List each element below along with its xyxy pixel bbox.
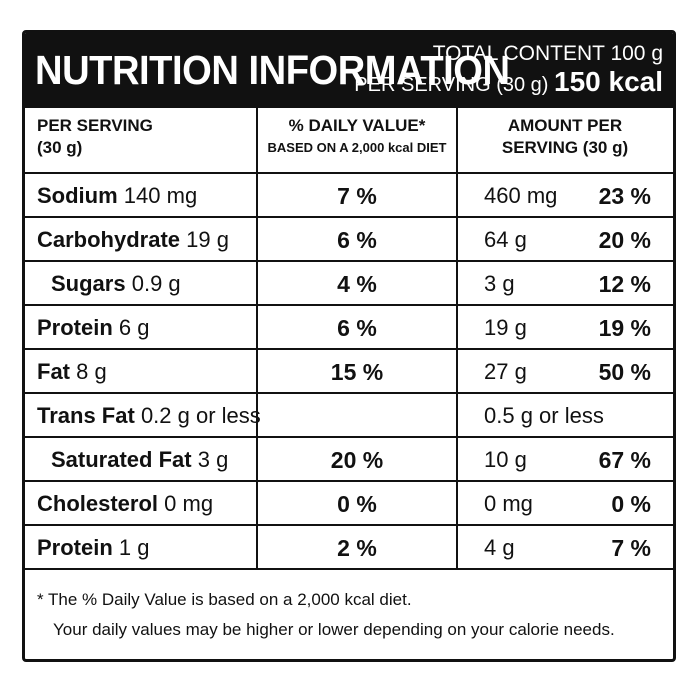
row-divider: [25, 436, 673, 438]
nutrient-name: Saturated Fat: [51, 447, 192, 472]
header-summary: TOTAL CONTENT 100 g PER SERVING (30 g) 1…: [354, 41, 663, 100]
amount-per-serving: 64 g: [484, 227, 527, 252]
per-serving-label: PER SERVING (30 g): [354, 74, 549, 96]
nutrient-row-fat: Fat 8 g 15 % 27 g 50 %: [25, 350, 673, 394]
amount-per-serving: 3 g: [484, 271, 515, 296]
row-divider: [25, 172, 673, 174]
nutrient-quantity: 0.9 g: [131, 271, 181, 296]
label-header: NUTRITION INFORMATION TOTAL CONTENT 100 …: [25, 33, 673, 108]
row-divider: [25, 348, 673, 350]
nutrient-row-cholesterol: Cholesterol 0 mg 0 % 0 mg 0 %: [25, 482, 673, 526]
row-divider: [25, 568, 673, 570]
per-serving-line: PER SERVING (30 g) 150 kcal: [354, 67, 663, 100]
daily-value-percent: 15 %: [330, 359, 384, 385]
row-divider: [25, 216, 673, 218]
nutrition-label: NUTRITION INFORMATION TOTAL CONTENT 100 …: [22, 30, 676, 662]
amount-percent: 67 %: [598, 447, 651, 473]
amount-per-serving: 460 mg: [484, 183, 558, 208]
footnote: * The % Daily Value is based on a 2,000 …: [37, 585, 615, 645]
amount-per-serving: 19 g: [484, 315, 527, 340]
nutrient-name: Cholesterol: [37, 491, 159, 516]
amount-per-serving: 27 g: [484, 359, 527, 384]
nutrient-name: Carbohydrate: [37, 227, 181, 252]
nutrient-row-trans-fat: Trans Fat 0.2 g or less 0.5 g or less: [25, 394, 673, 438]
row-divider: [25, 480, 673, 482]
amount-per-serving: 4 g: [484, 535, 515, 560]
nutrient-name: Sodium: [37, 183, 118, 208]
row-divider: [25, 304, 673, 306]
nutrient-row-protein: Protein 6 g 6 % 19 g 19 %: [25, 306, 673, 350]
nutrient-row-sugars: Sugars 0.9 g 4 % 3 g 12 %: [25, 262, 673, 306]
row-divider: [25, 392, 673, 394]
amount-per-serving: 0.5 g or less: [484, 403, 604, 428]
amount-percent: 23 %: [598, 183, 651, 209]
nutrient-quantity: 140 mg: [123, 183, 198, 208]
nutrient-quantity: 19 g: [186, 227, 229, 252]
nutrient-name: Sugars: [51, 271, 126, 296]
nutrient-quantity: 6 g: [118, 315, 150, 340]
nutrient-quantity: 8 g: [76, 359, 107, 384]
amount-per-serving: 0 mg: [484, 491, 533, 516]
daily-value-percent: 6 %: [337, 227, 377, 253]
nutrient-row-saturated-fat: Saturated Fat 3 g 20 % 10 g 67 %: [25, 438, 673, 482]
nutrient-row-carbohydrate: Carbohydrate 19 g 6 % 64 g 20 %: [25, 218, 673, 262]
daily-value-percent: 2 %: [337, 535, 377, 561]
total-content: TOTAL CONTENT 100 g: [432, 42, 663, 65]
row-divider: [25, 260, 673, 262]
nutrient-row-sodium: Sodium 140 mg 7 % 460 mg 23 %: [25, 174, 673, 218]
amount-percent: 50 %: [598, 359, 651, 385]
nutrient-row-protein-2: Protein 1 g 2 % 4 g 7 %: [25, 526, 673, 570]
daily-value-percent: 0 %: [337, 491, 377, 517]
column-header-daily-value: % DAILY VALUE* BASED ON A 2,000 kcal DIE…: [267, 116, 447, 155]
amount-percent: 20 %: [598, 227, 651, 253]
amount-percent: 0 %: [611, 491, 651, 517]
nutrient-name: Protein: [37, 535, 113, 560]
nutrient-quantity: 1 g: [118, 535, 150, 560]
column-header-amount-per-serving: AMOUNT PER SERVING (30 g): [501, 116, 629, 157]
kcal-value: 150 kcal: [554, 66, 663, 97]
daily-value-percent: 7 %: [337, 183, 377, 209]
nutrient-name: Fat: [37, 359, 70, 384]
nutrient-quantity: 0 mg: [164, 491, 214, 516]
footnote-line-1: * The % Daily Value is based on a 2,000 …: [37, 590, 412, 609]
daily-value-percent: 20 %: [330, 447, 384, 473]
footnote-line-2: Your daily values may be higher or lower…: [53, 620, 615, 639]
nutrient-quantity: 3 g: [197, 447, 229, 472]
daily-value-percent: 4 %: [337, 271, 377, 297]
amount-per-serving: 10 g: [484, 447, 527, 472]
column-divider: [456, 108, 458, 568]
nutrient-name: Protein: [37, 315, 113, 340]
amount-percent: 12 %: [598, 271, 651, 297]
amount-percent: 19 %: [598, 315, 651, 341]
column-divider: [256, 108, 258, 568]
nutrient-name: Trans Fat: [37, 403, 135, 428]
column-header-per-serving: PER SERVING (30 g): [37, 116, 153, 157]
row-divider: [25, 524, 673, 526]
nutrient-quantity: 0.2 g or less: [140, 403, 261, 428]
daily-value-percent: 6 %: [337, 315, 377, 341]
label-title: NUTRITION INFORMATION: [35, 47, 510, 93]
amount-percent: 7 %: [611, 535, 651, 561]
